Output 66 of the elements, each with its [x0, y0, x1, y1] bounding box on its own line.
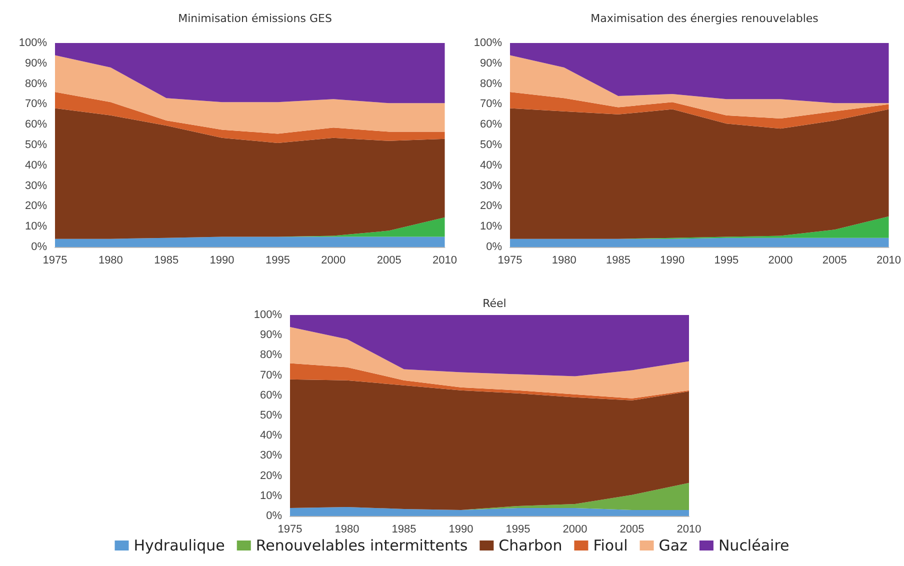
x-tick-label: 2010 — [676, 524, 702, 536]
x-tick-label: 2005 — [620, 524, 644, 536]
x-tick-label: 1990 — [448, 524, 474, 536]
x-tick-label: 1975 — [278, 524, 302, 536]
x-tick-label: 1985 — [606, 254, 630, 266]
legend-label: Hydraulique — [134, 536, 225, 554]
y-tick-label: 70% — [480, 98, 502, 110]
legend-label: Fioul — [593, 536, 628, 554]
x-tick-label: 1995 — [265, 254, 290, 266]
x-tick-label: 2010 — [432, 254, 458, 266]
x-tick-label: 1995 — [506, 524, 530, 536]
x-tick-label: 1995 — [714, 254, 739, 266]
x-tick-label: 1980 — [552, 254, 576, 266]
y-tick-label: 20% — [24, 200, 48, 212]
y-tick-label: 30% — [480, 180, 502, 192]
x-tick-label: 1980 — [98, 254, 123, 266]
y-tick-label: 0% — [486, 241, 502, 253]
x-tick-label: 1975 — [498, 254, 522, 266]
y-tick-label: 10% — [480, 220, 502, 233]
y-tick-label: 0% — [31, 241, 48, 253]
x-tick-label: 2005 — [822, 254, 847, 266]
x-tick-label: 2010 — [876, 254, 902, 266]
x-tick-label: 2005 — [376, 254, 402, 266]
y-tick-label: 60% — [260, 389, 282, 402]
y-tick-label: 40% — [260, 430, 282, 442]
x-tick-label: 2000 — [321, 254, 346, 266]
y-tick-label: 40% — [480, 159, 502, 172]
y-tick-label: 10% — [24, 220, 48, 233]
x-tick-label: 2000 — [768, 254, 793, 266]
x-tick-label: 1980 — [334, 524, 360, 536]
legend-label: Nucléaire — [718, 536, 790, 554]
chart-title: Minimisation émissions GES — [178, 12, 332, 25]
y-tick-label: 70% — [24, 98, 48, 110]
y-tick-label: 90% — [480, 57, 502, 70]
y-tick-label: 80% — [24, 78, 48, 90]
y-tick-label: 70% — [260, 369, 282, 382]
x-tick-label: 2000 — [562, 524, 588, 536]
y-tick-label: 100% — [474, 37, 502, 49]
y-tick-label: 20% — [260, 470, 282, 482]
y-tick-label: 90% — [24, 57, 48, 70]
legend-label: Renouvelables intermittents — [256, 536, 468, 554]
y-tick-label: 60% — [480, 118, 502, 131]
x-tick-label: 1990 — [210, 254, 234, 266]
y-tick-label: 20% — [480, 200, 502, 212]
x-tick-label: 1990 — [660, 254, 685, 266]
x-tick-label: 1975 — [42, 254, 68, 266]
chart-title: Réel — [482, 297, 506, 310]
x-tick-label: 1985 — [392, 524, 416, 536]
y-tick-label: 30% — [24, 180, 48, 192]
y-tick-label: 80% — [260, 349, 282, 362]
x-tick-label: 1985 — [154, 254, 179, 266]
y-tick-label: 50% — [480, 139, 502, 151]
y-tick-label: 10% — [260, 490, 282, 502]
y-tick-label: 100% — [254, 309, 282, 321]
y-tick-label: 0% — [266, 510, 282, 522]
legend-label: Gaz — [658, 536, 688, 554]
y-tick-label: 60% — [24, 118, 48, 131]
y-tick-label: 50% — [260, 410, 282, 422]
y-tick-label: 100% — [18, 37, 48, 49]
y-tick-label: 90% — [260, 329, 282, 342]
y-tick-label: 40% — [24, 159, 48, 172]
y-tick-label: 30% — [260, 450, 282, 462]
chart-title: Maximisation des énergies renouvelables — [590, 12, 819, 25]
legend-label: Charbon — [498, 536, 562, 554]
y-tick-label: 80% — [480, 78, 502, 90]
y-tick-label: 50% — [24, 139, 48, 151]
